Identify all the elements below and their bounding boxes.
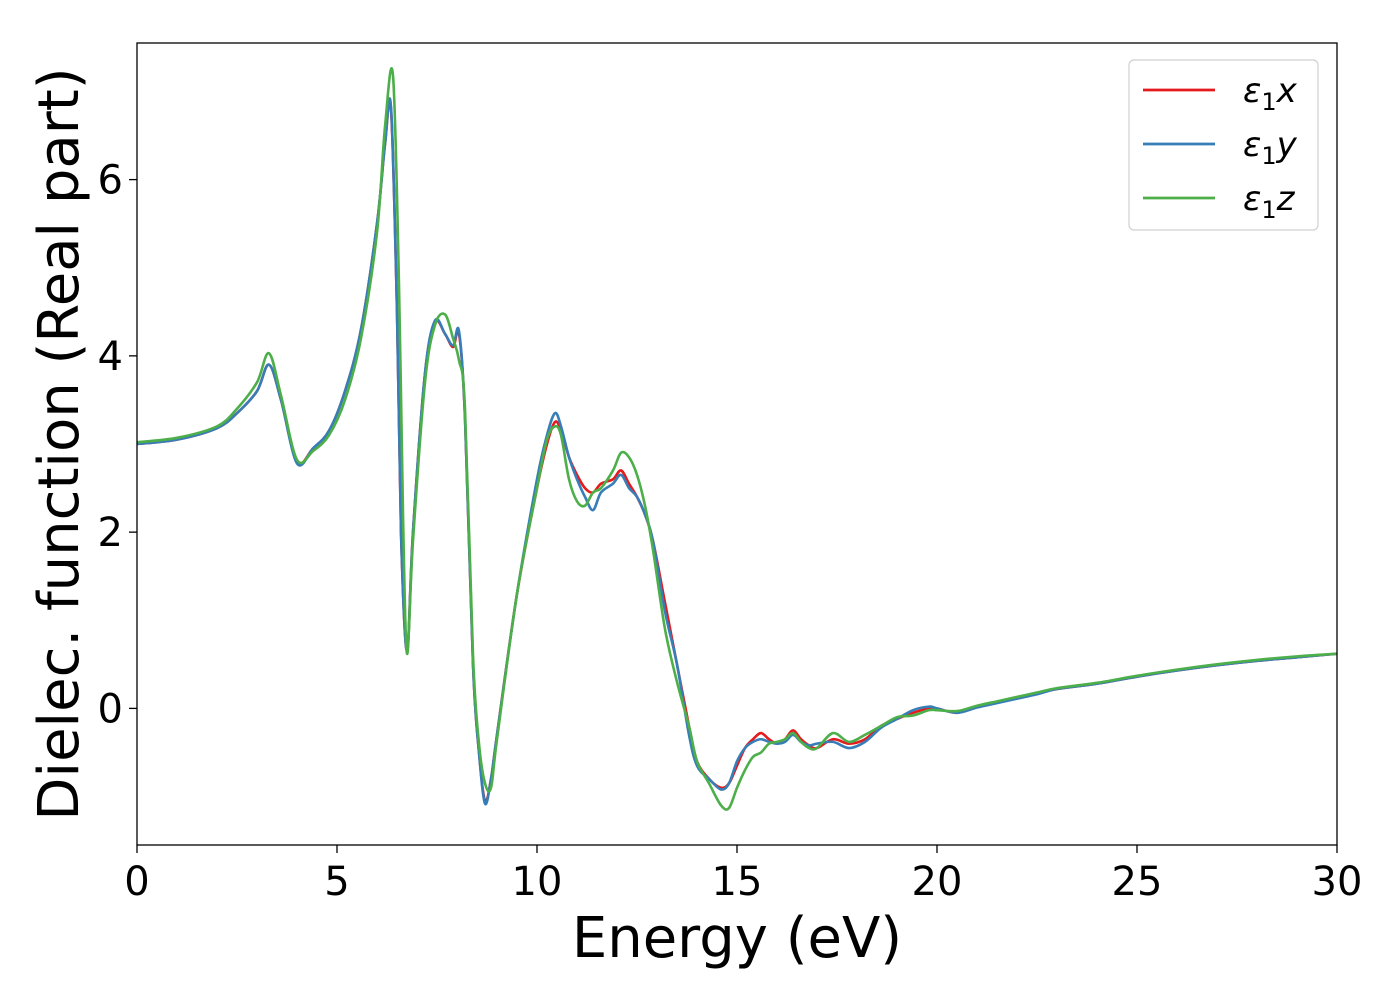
y-tick-label: 6 xyxy=(98,158,123,204)
y-tick-label: 0 xyxy=(98,686,123,732)
legend-label-1: ε1x xyxy=(1243,71,1298,116)
legend-label-3: ε1z xyxy=(1243,179,1296,224)
x-tick-label: 20 xyxy=(912,859,963,905)
legend: ε1x ε1y ε1z xyxy=(1128,59,1319,231)
legend-label-2: ε1y xyxy=(1243,125,1298,170)
x-tick-label: 10 xyxy=(512,859,563,905)
y-tick-label: 4 xyxy=(98,334,123,380)
x-tick-label: 5 xyxy=(324,859,349,905)
series-line-2 xyxy=(136,97,1338,806)
series-line-3 xyxy=(136,66,1338,811)
x-axis-title: Energy (eV) xyxy=(572,906,902,971)
y-tick-label: 2 xyxy=(98,510,123,556)
x-axis: 0 5 10 15 20 25 30 xyxy=(124,845,1362,905)
y-axis: 0 2 4 6 xyxy=(98,158,137,732)
x-tick-label: 15 xyxy=(712,859,763,905)
legend-box xyxy=(1128,59,1319,231)
x-tick-label: 0 xyxy=(124,859,149,905)
x-tick-label: 30 xyxy=(1312,859,1363,905)
x-tick-label: 25 xyxy=(1112,859,1163,905)
series-layer xyxy=(136,66,1338,811)
y-axis-title: Dielec. function (Real part) xyxy=(27,67,92,820)
